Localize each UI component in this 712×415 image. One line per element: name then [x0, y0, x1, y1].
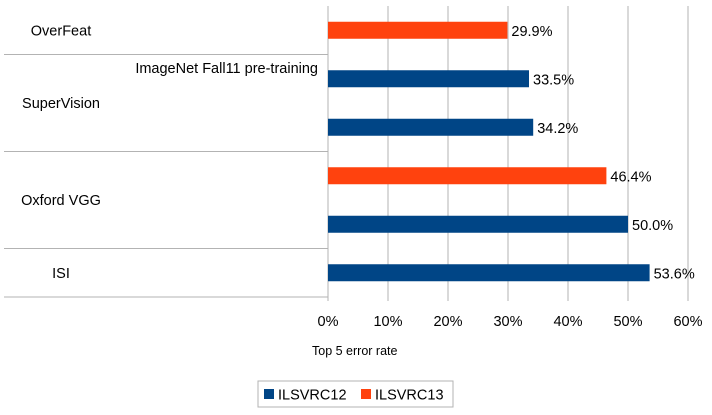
legend-box — [257, 380, 454, 408]
data-label: 34.2% — [537, 121, 578, 137]
bar — [328, 215, 628, 233]
chart-gridlines — [327, 6, 689, 301]
category-label: OverFeat — [31, 23, 91, 39]
x-axis-label: Top 5 error rate — [312, 344, 398, 358]
chart-bars: 29.9% 33.5% ImageNet Fall11 pre-training 34… — [135, 21, 695, 282]
bar — [328, 70, 529, 88]
x-tick-label: 60% — [673, 314, 702, 330]
category-axis: OverFeat SuperVision Oxford VGG ISI — [4, 6, 329, 301]
data-label: 50.0% — [632, 218, 673, 234]
data-label: 33.5% — [533, 72, 574, 88]
x-tick-label: 40% — [553, 314, 582, 330]
x-tick-label: 20% — [433, 314, 462, 330]
bar-annotation: ImageNet Fall11 pre-training — [135, 61, 318, 77]
legend-label: ILSVRC13 — [375, 388, 444, 404]
legend-swatch — [264, 389, 274, 399]
x-tick-label: 30% — [493, 314, 522, 330]
bar — [328, 264, 650, 282]
legend-swatch — [361, 389, 371, 399]
data-label: 46.4% — [610, 169, 651, 185]
category-label: ISI — [52, 266, 70, 282]
data-label: 53.6% — [654, 266, 695, 282]
data-label: 29.9% — [511, 24, 552, 40]
category-label: Oxford VGG — [21, 193, 101, 209]
bar — [328, 167, 607, 185]
x-tick-label: 10% — [373, 314, 402, 330]
x-tick-label: 50% — [613, 314, 642, 330]
category-label: SuperVision — [22, 96, 100, 112]
bar — [328, 21, 508, 39]
x-tick-label: 0% — [318, 314, 339, 330]
legend-label: ILSVRC12 — [278, 388, 347, 404]
bar — [328, 118, 534, 136]
x-axis-ticks: 0% 10% 20% 30% 40% 50% 60% — [318, 314, 703, 330]
legend: ILSVRC12 ILSVRC13 — [257, 380, 454, 408]
